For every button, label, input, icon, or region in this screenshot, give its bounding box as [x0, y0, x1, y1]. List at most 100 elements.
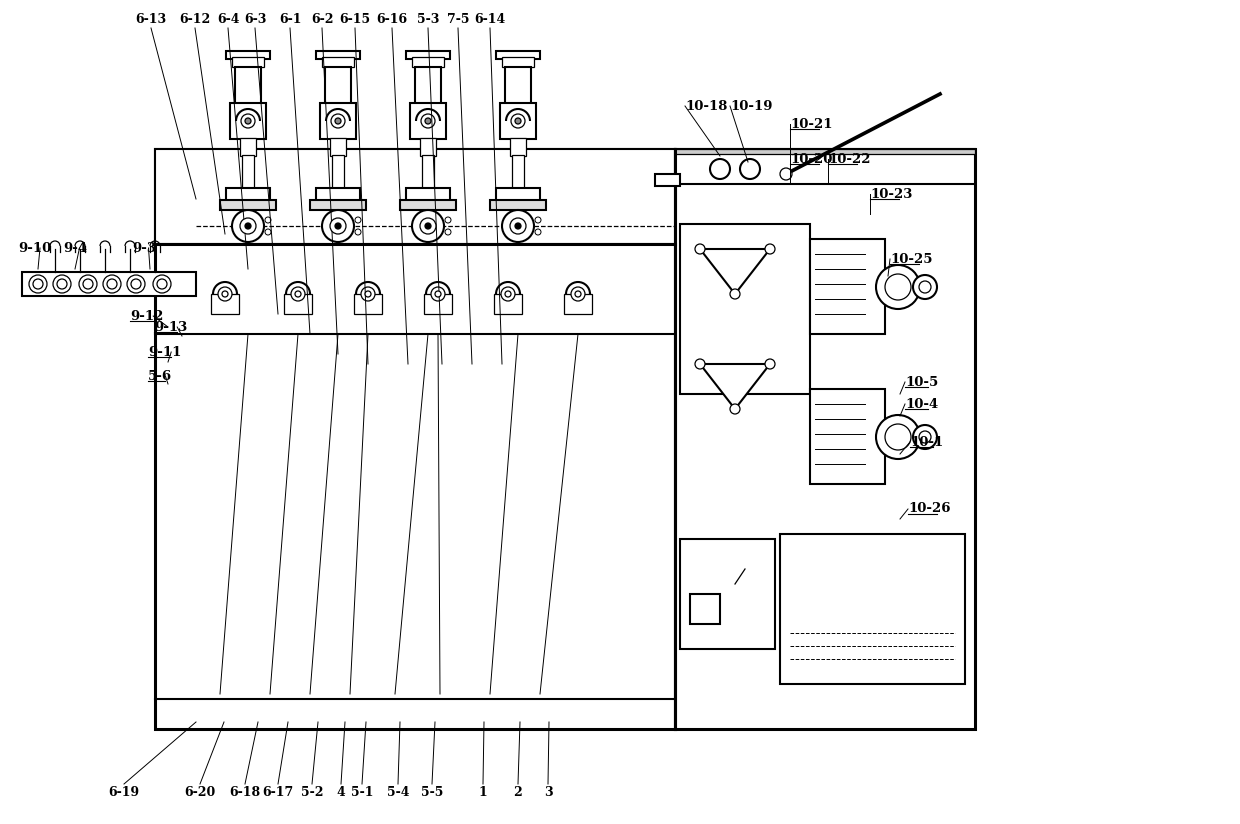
- Circle shape: [515, 223, 521, 229]
- Bar: [412, 57, 444, 67]
- Bar: [226, 188, 270, 202]
- Bar: [155, 149, 675, 244]
- Circle shape: [740, 159, 760, 179]
- Circle shape: [885, 274, 911, 300]
- Bar: [780, 534, 965, 684]
- Bar: [496, 51, 539, 59]
- Circle shape: [730, 289, 740, 299]
- Bar: [564, 294, 591, 314]
- Circle shape: [501, 287, 515, 301]
- Bar: [490, 200, 546, 210]
- Bar: [675, 149, 975, 184]
- Circle shape: [331, 114, 345, 128]
- Text: 6-1: 6-1: [279, 13, 301, 26]
- Circle shape: [919, 281, 931, 293]
- Bar: [219, 200, 277, 210]
- Circle shape: [53, 275, 71, 293]
- Bar: [502, 57, 534, 67]
- Circle shape: [79, 275, 97, 293]
- Text: 9-11: 9-11: [148, 345, 181, 358]
- Circle shape: [575, 291, 582, 297]
- Circle shape: [291, 287, 305, 301]
- Bar: [675, 149, 975, 154]
- Text: 6-18: 6-18: [229, 786, 260, 799]
- Circle shape: [445, 229, 451, 235]
- Bar: [500, 103, 536, 139]
- Text: 5-5: 5-5: [420, 786, 443, 799]
- Circle shape: [107, 279, 117, 289]
- Circle shape: [515, 118, 521, 124]
- Bar: [22, 272, 196, 296]
- Circle shape: [330, 218, 346, 234]
- Bar: [655, 174, 680, 186]
- Circle shape: [505, 291, 511, 297]
- Circle shape: [265, 229, 272, 235]
- Text: 6-17: 6-17: [263, 786, 294, 799]
- Circle shape: [131, 279, 141, 289]
- Bar: [325, 67, 351, 104]
- Circle shape: [534, 229, 541, 235]
- Circle shape: [355, 229, 361, 235]
- Text: 10-21: 10-21: [790, 118, 832, 130]
- Circle shape: [33, 279, 43, 289]
- Text: 10-5: 10-5: [905, 376, 939, 388]
- Text: 10-26: 10-26: [908, 503, 951, 516]
- Circle shape: [157, 279, 167, 289]
- Circle shape: [126, 275, 145, 293]
- Circle shape: [232, 210, 264, 242]
- Text: 6-19: 6-19: [108, 786, 140, 799]
- Text: 6-16: 6-16: [377, 13, 408, 26]
- Circle shape: [361, 287, 374, 301]
- Circle shape: [765, 359, 775, 369]
- Text: 9-10: 9-10: [19, 241, 51, 255]
- Text: 10-20: 10-20: [790, 152, 832, 166]
- Circle shape: [534, 217, 541, 223]
- Circle shape: [83, 279, 93, 289]
- Bar: [405, 51, 450, 59]
- Circle shape: [765, 244, 775, 254]
- Circle shape: [103, 275, 122, 293]
- Text: 1: 1: [479, 786, 487, 799]
- Text: 10-4: 10-4: [905, 397, 939, 410]
- Circle shape: [322, 210, 353, 242]
- Text: 10-1: 10-1: [910, 436, 944, 448]
- Circle shape: [153, 275, 171, 293]
- Circle shape: [510, 218, 526, 234]
- Bar: [689, 594, 720, 624]
- Circle shape: [412, 210, 444, 242]
- Circle shape: [295, 291, 301, 297]
- Circle shape: [425, 118, 432, 124]
- Bar: [316, 51, 360, 59]
- Circle shape: [222, 291, 228, 297]
- Circle shape: [445, 217, 451, 223]
- Text: 10-25: 10-25: [890, 252, 932, 265]
- Circle shape: [711, 159, 730, 179]
- Text: 7-5: 7-5: [446, 13, 469, 26]
- Bar: [353, 294, 382, 314]
- Circle shape: [502, 210, 534, 242]
- Circle shape: [730, 404, 740, 414]
- Text: 5-6: 5-6: [148, 369, 172, 382]
- Circle shape: [265, 217, 272, 223]
- Circle shape: [511, 114, 525, 128]
- Bar: [229, 103, 267, 139]
- Bar: [675, 149, 975, 729]
- Text: 3: 3: [543, 786, 552, 799]
- Text: 5-3: 5-3: [417, 13, 439, 26]
- Text: 6-14: 6-14: [475, 13, 506, 26]
- Bar: [232, 57, 264, 67]
- Circle shape: [570, 287, 585, 301]
- Bar: [512, 155, 525, 189]
- Text: 10-19: 10-19: [730, 100, 773, 113]
- Circle shape: [913, 275, 937, 299]
- Bar: [410, 103, 446, 139]
- Bar: [422, 155, 434, 189]
- Bar: [420, 138, 436, 156]
- Circle shape: [875, 265, 920, 309]
- Text: 5-4: 5-4: [387, 786, 409, 799]
- Text: 6-15: 6-15: [340, 13, 371, 26]
- Bar: [242, 155, 254, 189]
- Circle shape: [432, 287, 445, 301]
- Bar: [496, 188, 539, 202]
- Circle shape: [218, 287, 232, 301]
